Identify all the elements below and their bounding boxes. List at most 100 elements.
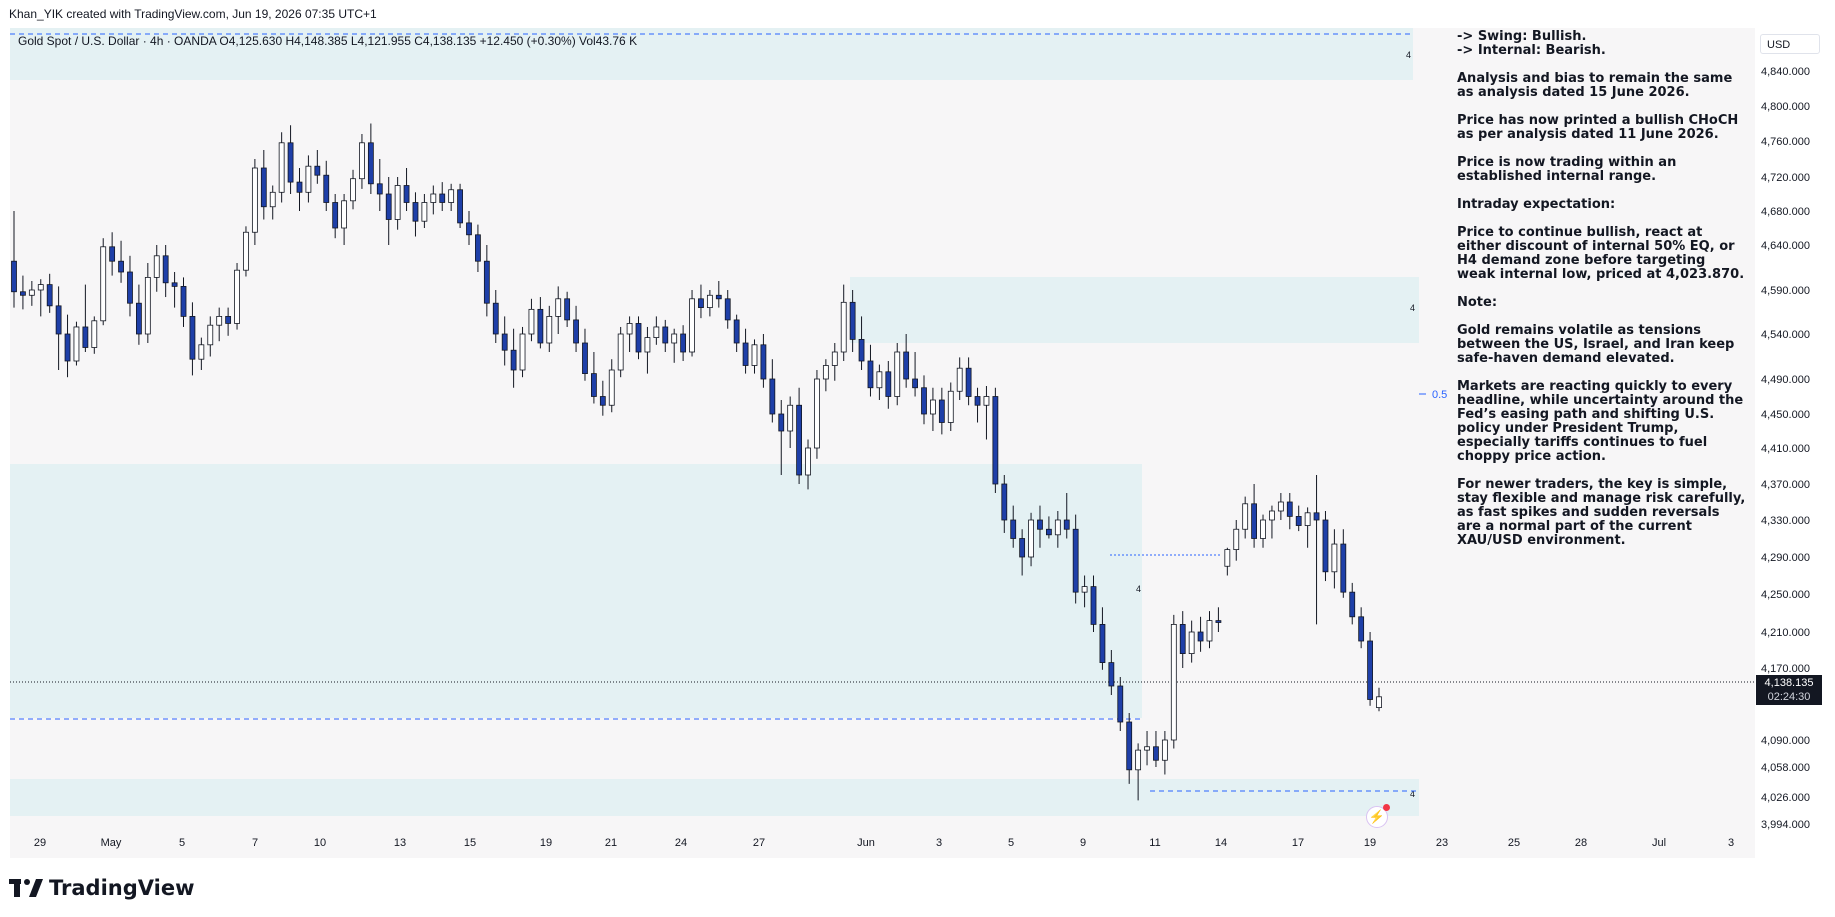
candle-body <box>1037 520 1042 529</box>
candle-body <box>449 190 454 203</box>
candle-body <box>895 352 900 397</box>
tradingview-logo-text: TradingView <box>49 876 194 900</box>
candle[interactable] <box>458 184 463 228</box>
candle-body <box>484 261 489 303</box>
y-tick-label: 4,370.000 <box>1761 479 1810 491</box>
x-tick-label: 13 <box>394 837 406 849</box>
candle-body <box>431 194 436 203</box>
candle[interactable] <box>101 238 106 325</box>
zone-marker-label: 4 <box>1406 50 1411 60</box>
candle-body <box>1011 520 1016 539</box>
candle-body <box>1261 520 1266 539</box>
candle-body <box>547 316 552 343</box>
x-tick-label: 9 <box>1080 837 1086 849</box>
candle[interactable] <box>1368 632 1373 706</box>
candle-body <box>966 368 971 396</box>
candle[interactable] <box>814 370 819 459</box>
candle[interactable] <box>895 343 900 405</box>
candle-body <box>65 334 70 361</box>
candle-body <box>1207 621 1212 641</box>
candle-body <box>618 334 623 370</box>
x-tick-label: 27 <box>753 837 765 849</box>
candle-body <box>1305 513 1310 526</box>
candle-body <box>868 361 873 388</box>
candle-body <box>627 323 632 334</box>
candle-body <box>904 352 909 379</box>
flash-icon[interactable]: ⚡ <box>1366 806 1388 828</box>
candle-body <box>1198 632 1203 641</box>
candle-body <box>1252 504 1257 539</box>
candle[interactable] <box>1323 511 1328 581</box>
x-tick-label: 7 <box>252 837 258 849</box>
candle[interactable] <box>74 322 79 366</box>
y-tick-label: 4,290.000 <box>1761 552 1810 564</box>
tradingview-logo[interactable]: TradingView <box>9 874 194 902</box>
candle-body <box>217 316 222 325</box>
candle-body <box>797 405 802 475</box>
fib-level-label: 0.5 <box>1432 389 1447 401</box>
candle[interactable] <box>235 263 240 330</box>
symbol-ohlc-legend[interactable]: Gold Spot / U.S. Dollar · 4h · OANDA O4,… <box>18 34 637 48</box>
candle-body <box>725 299 730 320</box>
candle-body <box>110 247 115 261</box>
note-paragraph: Price is now trading within an establish… <box>1457 156 1747 184</box>
analysis-notes: -> Swing: Bullish. -> Internal: Bearish.… <box>1457 30 1747 562</box>
candle-body <box>1171 624 1176 740</box>
candle-body <box>252 168 257 232</box>
x-tick-label: 3 <box>936 837 942 849</box>
candle-body <box>101 247 106 321</box>
candle-body <box>92 321 97 348</box>
y-tick-label: 4,210.000 <box>1761 627 1810 639</box>
candle[interactable] <box>279 132 284 202</box>
x-tick-label: May <box>101 837 122 849</box>
candle-body <box>297 182 302 192</box>
bias-internal: -> Internal: Bearish. <box>1457 44 1747 58</box>
candle[interactable] <box>690 290 695 357</box>
candle-body <box>1296 516 1301 525</box>
candle[interactable] <box>252 159 257 245</box>
candle-body <box>609 370 614 405</box>
candle-body <box>154 256 159 278</box>
candle-body <box>850 302 855 339</box>
candle-body <box>1082 587 1087 593</box>
candle-body <box>74 327 79 361</box>
candle[interactable] <box>993 388 998 493</box>
candle-body <box>440 194 445 203</box>
candle-body <box>1377 697 1382 708</box>
candle[interactable] <box>1171 615 1176 749</box>
candle[interactable] <box>243 226 248 276</box>
candle-body <box>538 309 543 343</box>
last-price-tag: 4,138.135 02:24:30 <box>1756 675 1822 705</box>
candle-body <box>208 325 213 345</box>
candle-body <box>565 299 570 320</box>
candle-body <box>716 295 721 299</box>
note-paragraph: Price has now printed a bullish CHoCH as… <box>1457 114 1747 142</box>
currency-selector[interactable]: USD <box>1760 34 1820 54</box>
candle-body <box>1091 587 1096 625</box>
candle-body <box>1243 504 1248 529</box>
candle-body <box>957 368 962 391</box>
candle-body <box>556 299 561 317</box>
candle[interactable] <box>618 327 623 377</box>
candle-body <box>1189 632 1194 654</box>
candle-body <box>1055 520 1060 535</box>
candle-body <box>1064 520 1069 529</box>
y-tick-label: 4,720.000 <box>1761 172 1810 184</box>
candle-body <box>574 320 579 343</box>
candle-body <box>511 350 516 370</box>
candle-body <box>520 334 525 370</box>
order-block-zone <box>10 779 1419 816</box>
candle-body <box>127 272 132 303</box>
candle-body <box>930 400 935 414</box>
y-tick-label: 4,026.000 <box>1761 792 1810 804</box>
candle-body <box>1225 550 1230 567</box>
candle-body <box>368 143 373 184</box>
y-tick-label: 4,410.000 <box>1761 443 1810 455</box>
candle-body <box>1269 511 1274 520</box>
candle-body <box>119 261 124 272</box>
candle-body <box>1323 520 1328 572</box>
candle-body <box>806 448 811 475</box>
candle[interactable] <box>520 327 525 377</box>
candle-body <box>993 397 998 485</box>
order-block-zone <box>10 464 1142 718</box>
